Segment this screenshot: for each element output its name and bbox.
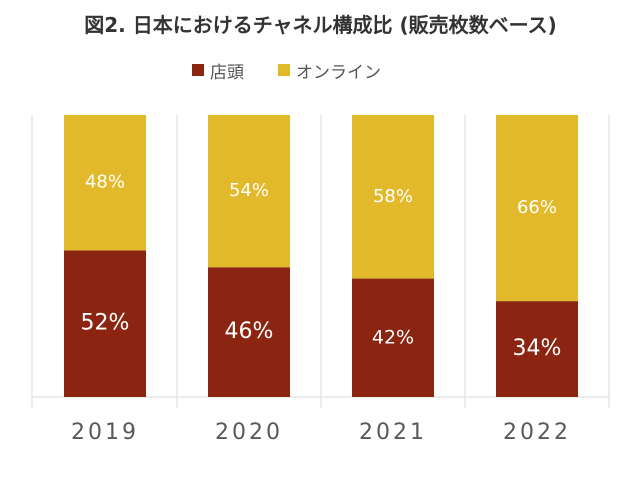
legend-label-store: 店頭 xyxy=(210,62,244,83)
data-label-store-2022: 34% xyxy=(513,336,562,361)
bar-online-2020 xyxy=(208,115,290,268)
data-label-store-2020: 46% xyxy=(225,319,274,344)
data-label-store-2021: 42% xyxy=(372,326,414,348)
chart-title: 図2. 日本におけるチャネル構成比 (販売枚数ベース) xyxy=(84,13,557,37)
legend-item-store: 店頭 xyxy=(192,58,244,83)
x-tick-label-2022: 2022 xyxy=(503,420,571,445)
bar-store-2022 xyxy=(496,301,578,397)
data-label-online-2022: 66% xyxy=(517,197,557,218)
data-label-store-2019: 52% xyxy=(81,311,130,336)
x-tick-label-2021: 2021 xyxy=(359,420,427,445)
data-label-online-2021: 58% xyxy=(373,186,413,207)
bar-online-2019 xyxy=(64,115,146,251)
legend-swatch-online xyxy=(278,64,290,76)
bar-store-2020 xyxy=(208,267,290,397)
bar-online-2022 xyxy=(496,115,578,302)
legend-label-online: オンライン xyxy=(296,62,381,83)
data-label-online-2019: 48% xyxy=(85,172,125,193)
legend-swatch-store xyxy=(192,64,204,76)
bar-online-2021 xyxy=(352,115,434,279)
legend-item-online: オンライン xyxy=(278,58,381,83)
x-tick-label-2019: 2019 xyxy=(71,420,139,445)
x-tick-label-2020: 2020 xyxy=(215,420,283,445)
bar-store-2019 xyxy=(64,250,146,397)
chart-legend: 店頭 オンライン xyxy=(192,58,415,83)
bar-store-2021 xyxy=(352,278,434,397)
data-label-online-2020: 54% xyxy=(229,180,269,201)
